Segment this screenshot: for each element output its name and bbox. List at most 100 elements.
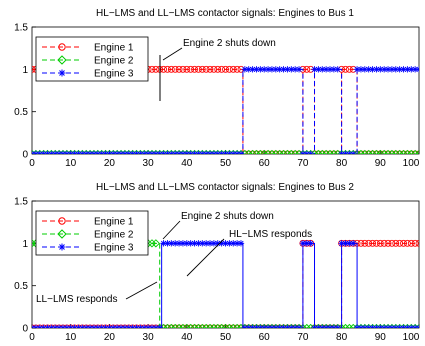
legend-marker [58,69,66,77]
data-point [163,323,172,328]
data-point [388,66,396,73]
data-point [191,240,198,247]
data-point [291,149,300,154]
data-point [303,240,310,247]
x-ticks: 0 10 20 30 40 50 60 70 80 90 100 [29,324,420,343]
data-point [373,66,380,73]
data-point [229,323,238,328]
data-point [190,323,199,328]
chart-top: HL−LMS and LL−LMS contactor signals: Eng… [14,8,420,169]
data-point [361,66,369,73]
x-tick-label: 10 [65,158,77,169]
data-point [252,149,261,154]
data-point [387,149,397,154]
data-point [257,66,264,73]
data-point [202,240,210,247]
data-point [388,239,396,247]
data-point [249,66,256,73]
annotation-arrow [186,238,225,277]
data-point [171,323,180,328]
x-tick-label: 90 [375,158,387,169]
data-point [404,66,411,73]
data-point [396,66,403,73]
data-point [307,240,314,247]
y-tick-label: 0 [22,324,28,335]
data-point [160,240,167,247]
data-point [229,65,237,73]
data-point [334,324,341,328]
legend-label: Engine 3 [94,69,134,80]
data-point [210,240,218,247]
data-point [167,65,175,73]
data-point [350,240,357,247]
data-point [160,65,168,73]
data-point [280,66,287,73]
legend-marker [58,243,66,251]
data-point [326,66,334,73]
data-point [345,65,353,73]
data-point [299,240,307,247]
x-tick-label: 20 [104,158,116,169]
data-point [329,149,338,154]
data-point [288,66,295,73]
x-tick-label: 40 [181,158,193,169]
data-point [338,240,345,247]
legend-label: Engine 2 [94,230,134,241]
data-point [205,323,215,328]
data-point [342,65,349,73]
data-point [407,149,416,154]
legend-label: Engine 1 [94,43,134,54]
data-point [198,65,206,73]
legend-marker [58,217,66,225]
y-tick-label: 0 [22,150,28,161]
data-point [175,65,183,73]
x-tick-label: 50 [220,158,232,169]
data-point [178,323,188,328]
legend-entry-engine-3: Engine 3 [42,69,134,80]
data-point [202,323,211,328]
data-point [384,239,392,247]
y-tick-label: 0.5 [14,281,28,292]
data-point [186,323,195,328]
data-point [400,239,407,247]
data-point [284,66,291,73]
data-point [380,149,389,154]
data-point [195,240,202,247]
x-tick-label: 0 [29,332,35,343]
legend-entry-engine-2: Engine 2 [42,55,134,67]
legend-box [35,36,149,82]
legend-label: Engine 3 [94,243,134,254]
annotation-engine2-shuts-down: Engine 2 shuts down [183,38,276,49]
data-point [248,149,257,154]
data-point [256,149,265,154]
x-tick-label: 20 [104,332,116,343]
x-tick-label: 80 [336,158,348,169]
y-tick-label: 0.5 [14,107,28,118]
data-point [245,66,252,73]
data-point [321,149,331,154]
data-point [311,66,318,73]
data-point [342,240,349,247]
data-point [263,149,273,154]
data-point [218,240,225,247]
data-point [400,66,407,73]
series-engine-3 [32,66,419,154]
y-tick-label: 1.5 [14,23,28,34]
annotation-arrow [162,220,181,240]
data-point [163,65,171,73]
data-point [275,149,284,154]
data-point [202,65,210,73]
data-point [295,324,303,328]
data-point [271,149,280,154]
data-point [334,66,341,73]
data-point [182,323,191,328]
x-tick-label: 0 [29,158,35,169]
x-tick-label: 100 [403,332,420,343]
data-point [214,65,222,73]
x-tick-label: 50 [220,332,232,343]
data-point [395,149,404,154]
data-point [408,66,415,73]
data-point [237,240,245,247]
y-tick-label: 1 [22,65,28,76]
